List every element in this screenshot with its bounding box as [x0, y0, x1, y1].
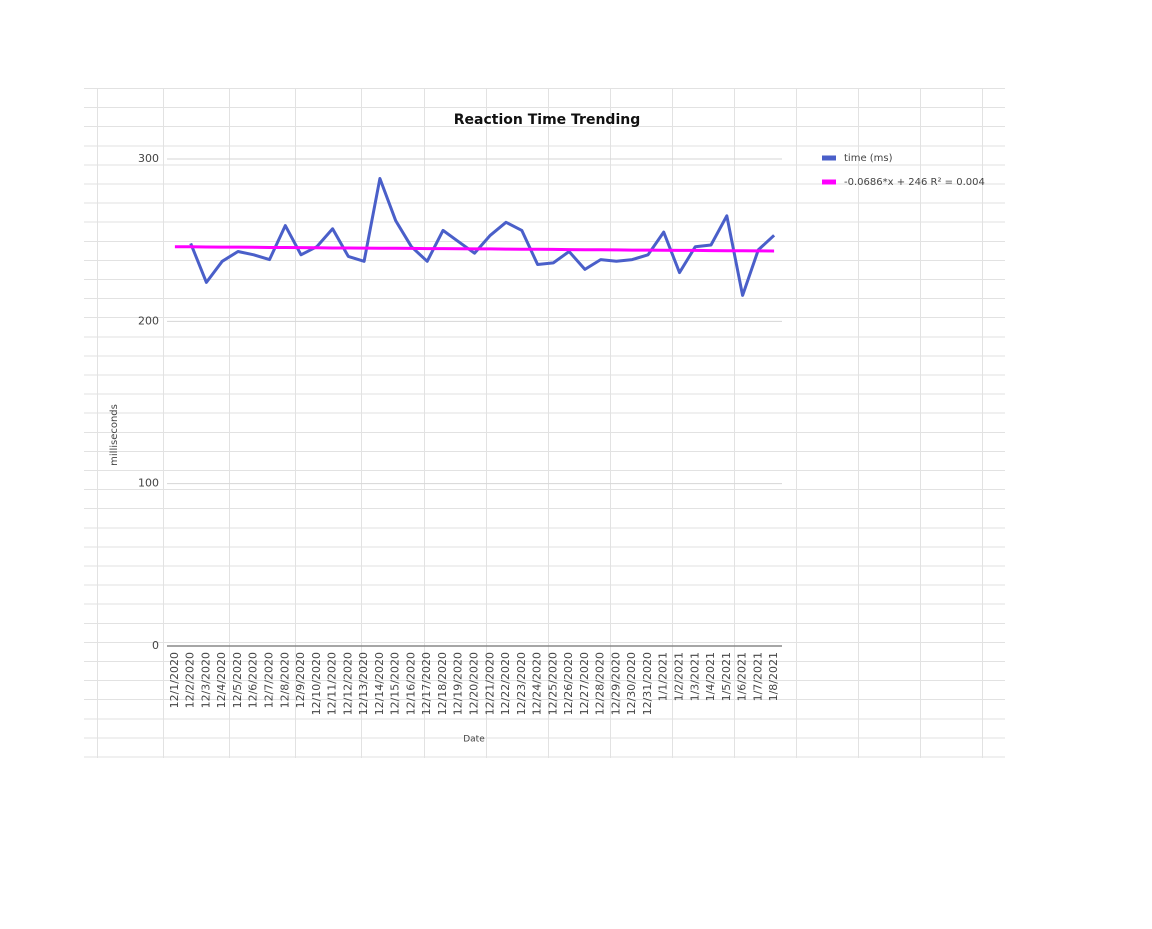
x-tick-label: 12/24/2020	[531, 652, 544, 715]
x-tick-label: 12/9/2020	[294, 652, 307, 708]
legend-label: -0.0686*x + 246 R² = 0.004	[844, 177, 985, 188]
x-tick-label: 1/8/2021	[767, 652, 780, 701]
x-tick-label: 12/25/2020	[546, 652, 559, 715]
x-tick-label: 1/7/2021	[751, 652, 764, 701]
series-line	[174, 245, 775, 253]
x-tick-label: 12/26/2020	[562, 652, 575, 715]
x-axis-label: Date	[463, 735, 485, 745]
x-tick-label: 12/14/2020	[373, 652, 386, 715]
legend-swatch	[822, 179, 836, 185]
x-tick-label: 12/1/2020	[168, 652, 181, 708]
x-tick-label: 12/21/2020	[483, 652, 496, 715]
x-tick-label: 12/4/2020	[215, 652, 228, 708]
x-tick-label: 12/17/2020	[420, 652, 433, 715]
x-tick-label: 12/7/2020	[263, 652, 276, 708]
x-tick-label: 12/8/2020	[278, 652, 291, 708]
x-tick-label: 12/19/2020	[452, 652, 465, 715]
x-tick-label: 12/11/2020	[326, 652, 339, 715]
x-tick-label: 12/29/2020	[609, 652, 622, 715]
legend-label: time (ms)	[844, 153, 893, 164]
x-tick-label: 12/30/2020	[625, 652, 638, 715]
x-tick-label: 1/3/2021	[688, 652, 701, 701]
x-tick-label: 12/16/2020	[404, 652, 417, 715]
x-tick-label: 1/5/2021	[720, 652, 733, 701]
x-tick-label: 12/22/2020	[499, 652, 512, 715]
x-tick-label: 12/18/2020	[436, 652, 449, 715]
x-tick-label: 12/23/2020	[515, 652, 528, 715]
x-tick-label: 12/10/2020	[310, 652, 323, 715]
x-tick-label: 1/4/2021	[704, 652, 717, 701]
x-tick-label: 12/31/2020	[641, 652, 654, 715]
x-tick-label: 1/1/2021	[657, 652, 670, 701]
x-tick-label: 12/6/2020	[247, 652, 260, 708]
y-tick-label: 200	[138, 314, 159, 327]
x-tick-label: 12/5/2020	[231, 652, 244, 708]
x-tick-label: 12/28/2020	[594, 652, 607, 715]
x-tick-label: 12/20/2020	[468, 652, 481, 715]
y-tick-label: 0	[152, 639, 159, 652]
chart-title: Reaction Time Trending	[454, 112, 640, 128]
y-tick-label: 300	[138, 152, 159, 165]
x-tick-label: 1/2/2021	[673, 652, 686, 701]
x-tick-label: 12/13/2020	[357, 652, 370, 715]
x-tick-label: 12/2/2020	[184, 652, 197, 708]
x-tick-label: 12/12/2020	[341, 652, 354, 715]
x-tick-label: 12/27/2020	[578, 652, 591, 715]
x-tick-label: 12/15/2020	[389, 652, 402, 715]
x-tick-label: 12/3/2020	[199, 652, 212, 708]
legend-swatch	[822, 155, 836, 161]
x-tick-label: 1/6/2021	[736, 652, 749, 701]
y-axis-label: milliseconds	[109, 404, 120, 466]
series-line	[189, 177, 776, 297]
y-tick-label: 100	[138, 477, 159, 490]
